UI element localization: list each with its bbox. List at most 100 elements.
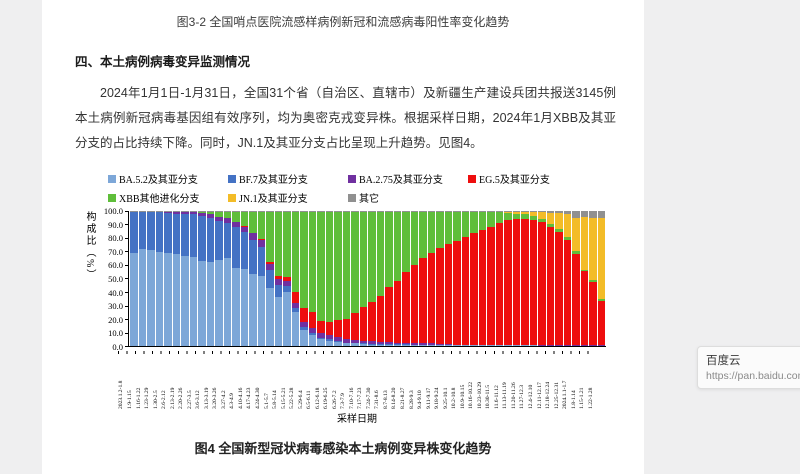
bar-segment (351, 342, 359, 344)
bar-segment (257, 211, 265, 212)
x-tick-label: 1.16-1.22 (135, 387, 142, 409)
bar-segment (402, 343, 410, 345)
bar-segment (138, 248, 146, 346)
x-tick-label: 9.4-9.10 (417, 390, 424, 409)
bar-segment (427, 345, 435, 346)
stacked-bar (546, 211, 554, 346)
bar-segment (291, 312, 299, 346)
stacked-bar (453, 211, 461, 346)
x-tick-label: 10.9-10.15 (459, 384, 466, 409)
bar-segment (393, 342, 401, 344)
bar-segment (164, 211, 172, 214)
x-tick-label: 1.15-1.21 (579, 387, 586, 409)
bar-segment (223, 218, 231, 224)
bar-segment (342, 339, 350, 343)
x-tick-label: 12.4-12.10 (527, 384, 534, 409)
chart-plot-area: 构成比（%） 100.0 90.0 80.0 70.0 60.0 50.0 40.0 30.0… (82, 207, 644, 352)
baidu-pan-tooltip[interactable]: 百度云 https://pan.baidu.com/dis (697, 346, 800, 389)
bar-segment (240, 225, 248, 227)
bar-segment (436, 343, 444, 346)
stacked-bar (164, 211, 172, 346)
bar-segment (538, 222, 546, 346)
stacked-bar (385, 211, 393, 346)
bar-segment (368, 343, 376, 345)
x-tick-label: 11.13-11.19 (502, 382, 509, 409)
bar-segment (359, 306, 367, 341)
y-tick-label: 70.0 (97, 248, 128, 257)
x-tick-label: 7.24-7.30 (365, 387, 372, 409)
bar-segment (453, 240, 461, 345)
bar-segment (419, 343, 427, 345)
bar-segment (512, 219, 520, 345)
legend-label: 其它 (359, 194, 379, 205)
bar-segment (359, 211, 367, 307)
bar-segment (427, 344, 435, 346)
stacked-bar (589, 211, 597, 346)
bar-segment (376, 211, 384, 212)
legend-swatch-icon (348, 193, 356, 202)
y-tick-label: 0.0 (97, 343, 128, 352)
bar-segment (436, 248, 444, 344)
legend-swatch-icon (468, 174, 476, 183)
bar-segment (181, 211, 189, 212)
stacked-bar (376, 211, 384, 346)
bar-segment (342, 342, 350, 344)
bar-segment (478, 211, 486, 212)
stacked-bar (529, 211, 537, 346)
x-tick-label: 5.8-5.14 (272, 390, 279, 409)
bar-segment (504, 344, 512, 346)
x-tick-label: 4.3-4.9 (229, 393, 236, 409)
bar-segment (325, 321, 333, 336)
variant-stacked-bar-chart: BA.5.2及其亚分支 BF.7及其亚分支 BA.2.75及其亚分支 EG.5及其亚分… (42, 171, 644, 425)
bar-segment (317, 321, 325, 334)
legend-label: XBB其他进化分支 (119, 194, 200, 205)
x-axis-tick-marks (118, 351, 596, 354)
stacked-bar (308, 211, 316, 346)
bar-segment (410, 211, 418, 266)
x-tick-label: 5.1-5.7 (263, 393, 270, 409)
x-tick-label: 3.13-3.19 (203, 387, 210, 409)
bar-segment (274, 297, 282, 346)
bar-segment (597, 211, 605, 218)
stacked-bar (147, 211, 155, 346)
x-tick-label: 5.22-5.28 (289, 387, 296, 409)
stacked-bar (436, 211, 444, 346)
stacked-bar (555, 211, 563, 346)
bar-segment (376, 343, 384, 345)
stacked-bar (274, 211, 282, 346)
bar-segment (410, 345, 418, 346)
bar-segment (147, 212, 155, 251)
bar-segment (385, 286, 393, 342)
bar-segment (351, 211, 359, 212)
bar-segment (546, 223, 554, 227)
bar-segment (147, 211, 155, 213)
bar-segment (155, 212, 163, 252)
stacked-bar (572, 211, 580, 346)
bar-segment (393, 343, 401, 345)
bar-segment (291, 211, 299, 212)
x-tick-label: 5.29-6.4 (297, 390, 304, 409)
x-tick-label: 11.6-11.12 (493, 385, 500, 409)
bar-segment (478, 229, 486, 345)
bar-segment (342, 211, 350, 212)
x-tick-label: 6.26-7.2 (331, 390, 338, 409)
stacked-bar (240, 211, 248, 346)
tooltip-url[interactable]: https://pan.baidu.com/dis (706, 370, 800, 382)
bar-segment (240, 269, 248, 346)
bar-segment (368, 211, 376, 212)
bar-segment (283, 211, 291, 277)
bar-segment (232, 227, 240, 268)
bar-segment (495, 344, 503, 346)
bar-segment (368, 211, 376, 303)
section-heading: 四、本土病例病毒变异监测情况 (75, 55, 251, 69)
bar-segment (538, 211, 546, 213)
bar-segment (334, 337, 342, 342)
bar-segment (470, 211, 478, 233)
stacked-bar (334, 211, 342, 346)
legend-swatch-icon (348, 174, 356, 183)
bar-segment (563, 236, 571, 241)
bar-segment (147, 250, 155, 346)
bar-segment (206, 217, 214, 263)
bar-segment (444, 244, 452, 344)
bar-segment (529, 216, 537, 221)
